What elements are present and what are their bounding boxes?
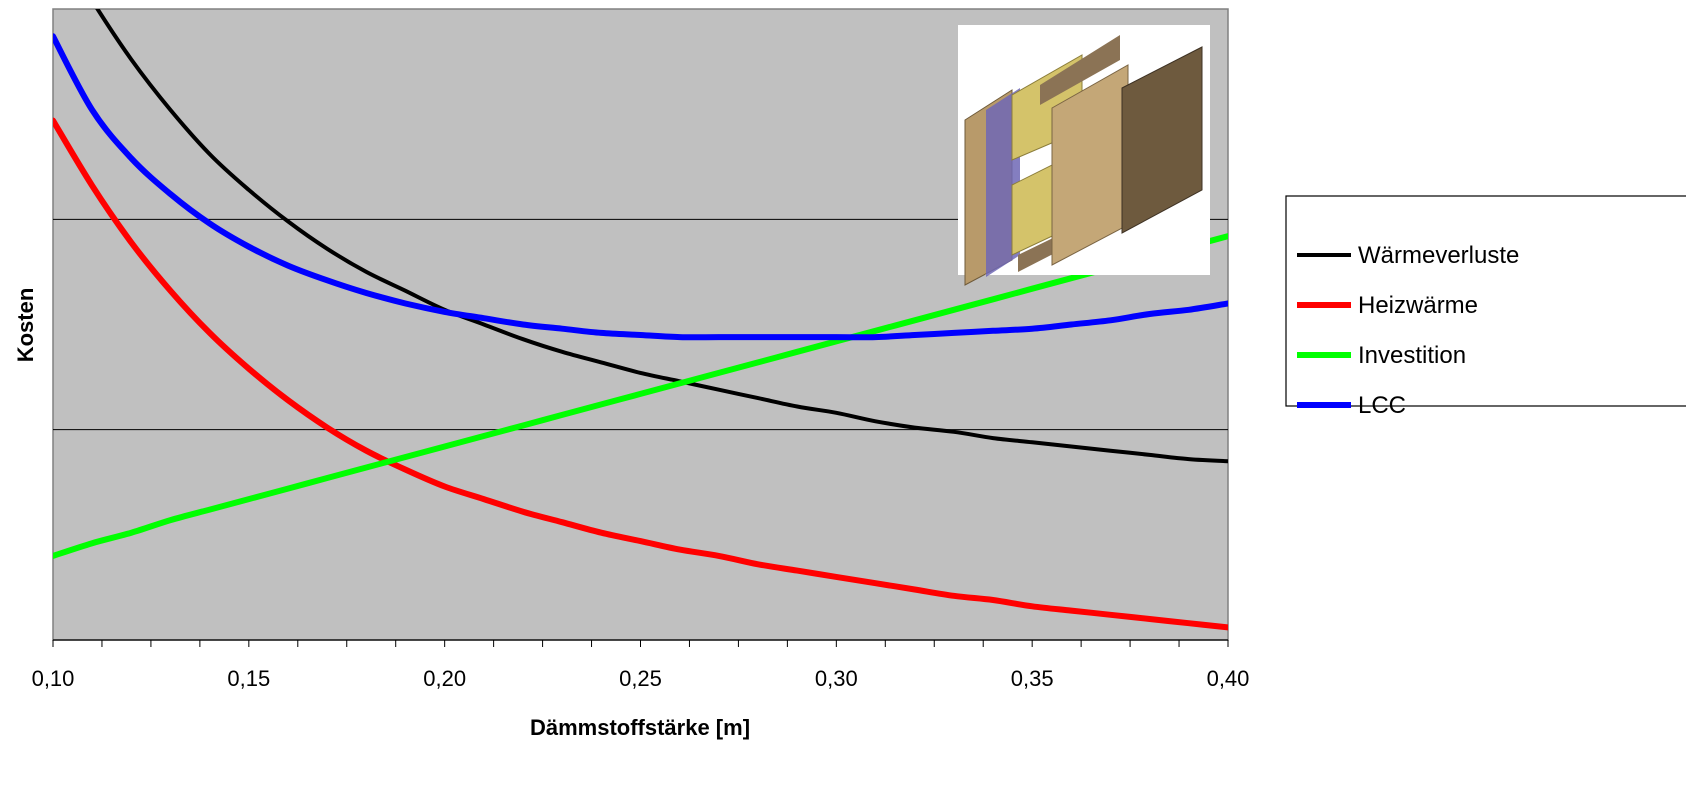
- series-lines: [53, 9, 1228, 631]
- x-tick-label: 0,25: [619, 666, 662, 691]
- inset-image-wall-layers: [958, 25, 1210, 286]
- x-tick-label: 0,40: [1207, 666, 1250, 691]
- series-line-1: [53, 117, 1228, 631]
- legend-label: Investition: [1358, 342, 1466, 369]
- legend: Wärmeverluste Heizwärme Investition LCC: [1285, 195, 1686, 419]
- x-tick-label: 0,20: [423, 666, 466, 691]
- inset-beam-top: [1040, 35, 1120, 105]
- x-tick-labels: 0,10 0,15 0,20 0,25 0,30 0,35 0,40: [32, 666, 1250, 691]
- legend-label: LCC: [1358, 392, 1406, 419]
- x-tick-label: 0,30: [815, 666, 858, 691]
- x-tick-label: 0,10: [32, 666, 75, 691]
- legend-label: Wärmeverluste: [1358, 242, 1519, 269]
- legend-label: Heizwärme: [1358, 292, 1478, 319]
- x-tick-label: 0,35: [1011, 666, 1054, 691]
- series-line-0: [95, 9, 1228, 464]
- series-line-3: [53, 33, 1228, 341]
- x-tick-label: 0,15: [227, 666, 270, 691]
- x-axis-title: Dämmstoffstärke [m]: [530, 715, 750, 740]
- x-minor-ticks: [52, 640, 1229, 647]
- legend-box: [1285, 195, 1686, 407]
- series-line-2: [53, 233, 1228, 559]
- y-axis-title: Kosten: [13, 288, 38, 363]
- inset-board-front: [1121, 46, 1203, 234]
